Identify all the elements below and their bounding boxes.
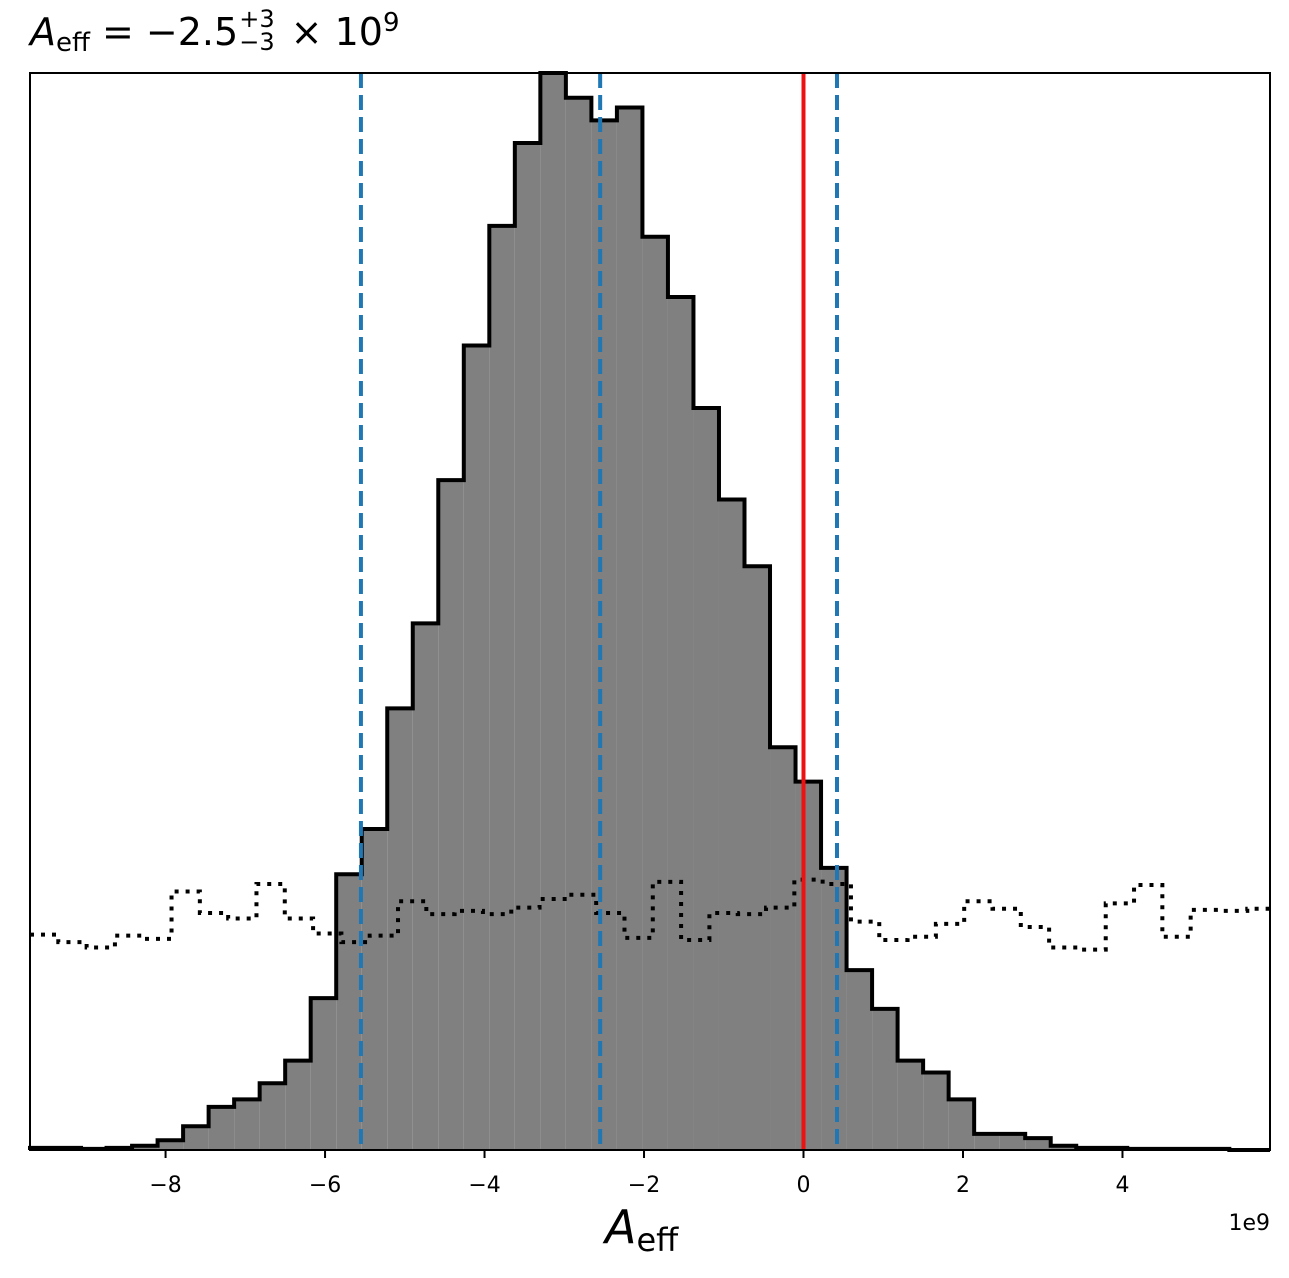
prior-histogram	[30, 877, 1270, 952]
posterior-bar	[157, 1140, 184, 1150]
posterior-bar	[514, 143, 541, 1150]
title-lower-error: −3	[239, 27, 275, 56]
x-tick-label: 0	[797, 1173, 811, 1198]
title-exponent: 9	[382, 8, 400, 38]
posterior-bar	[1050, 1145, 1077, 1150]
posterior-bar	[565, 97, 592, 1150]
posterior-bar	[718, 499, 745, 1150]
prior-outline	[30, 877, 1270, 952]
x-tick-label: −4	[468, 1173, 500, 1198]
xlabel-symbol: A	[605, 1200, 637, 1254]
posterior-bar	[540, 73, 566, 1150]
x-tick-label: 4	[1115, 1173, 1129, 1198]
posterior-bar	[489, 225, 515, 1150]
posterior-bar	[361, 829, 388, 1150]
posterior-bar	[183, 1126, 209, 1150]
posterior-bar	[923, 1072, 949, 1150]
posterior-bar	[642, 236, 668, 1151]
x-tick-label: −2	[628, 1173, 660, 1198]
posterior-bar	[999, 1133, 1026, 1150]
chart-title: Aeff = −2.5 +3 −3 × 109	[30, 4, 400, 59]
title-symbol: A	[30, 10, 56, 54]
posterior-bar	[1025, 1138, 1051, 1150]
xlabel-subscript: eff	[636, 1221, 679, 1259]
title-upper-error: +3	[239, 4, 275, 33]
posterior-bar	[259, 1083, 286, 1150]
posterior-bar	[974, 1133, 1000, 1150]
posterior-bar	[770, 747, 796, 1150]
x-axis-label: Aeff	[605, 1200, 678, 1259]
x-tick-label: −6	[309, 1173, 341, 1198]
posterior-bar	[234, 1099, 260, 1150]
posterior-outline	[28, 71, 1270, 1152]
posterior-bar	[872, 1008, 898, 1150]
title-value: = −2.5	[89, 10, 239, 54]
x-tick-label: 2	[956, 1173, 970, 1198]
posterior-bar	[310, 998, 337, 1150]
posterior-bar	[948, 1099, 975, 1150]
posterior-bar	[463, 345, 490, 1151]
posterior-bar	[132, 1145, 158, 1150]
x-offset-label: 1e9	[1228, 1211, 1270, 1236]
posterior-bar	[336, 874, 362, 1150]
posterior-bar	[744, 566, 771, 1150]
posterior-bar	[616, 107, 643, 1151]
posterior-bar	[821, 867, 847, 1150]
posterior-bar	[285, 1060, 311, 1150]
title-subscript: eff	[56, 28, 90, 58]
posterior-bar	[438, 480, 464, 1151]
posterior-bar	[897, 1060, 924, 1150]
posterior-bar	[795, 781, 822, 1150]
title-errors: +3 −3	[239, 4, 275, 56]
posterior-bar	[846, 970, 873, 1150]
x-tick-label: −8	[149, 1173, 181, 1198]
posterior-bar	[412, 623, 439, 1150]
posterior-histogram	[28, 71, 1270, 1152]
posterior-bar	[591, 120, 617, 1151]
x-axis-ticks: −8 −6 −4 −2 0 2 4	[149, 1150, 1129, 1198]
title-times: × 10	[278, 10, 383, 54]
posterior-bar	[693, 407, 719, 1150]
axes-frame	[29, 72, 1271, 1151]
posterior-bar	[208, 1106, 235, 1150]
posterior-bar	[667, 297, 694, 1150]
reference-lines	[358, 73, 839, 1150]
